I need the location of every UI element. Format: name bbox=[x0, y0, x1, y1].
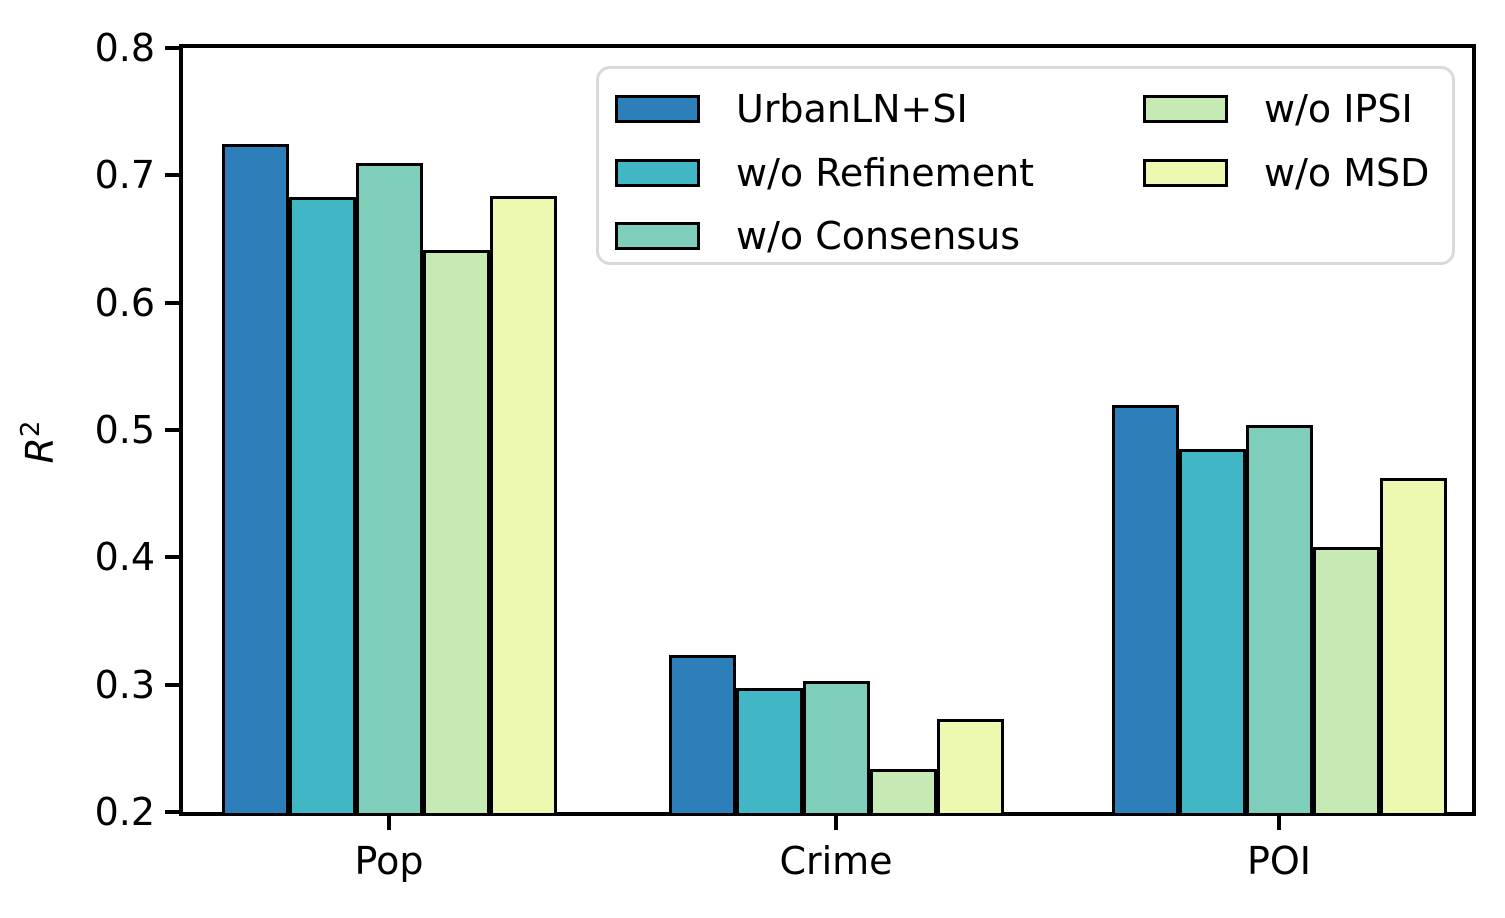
legend-label: w/o Refinement bbox=[736, 151, 1035, 195]
y-axis-ticks: 0.2 0.3 0.4 0.5 0.6 0.7 0.8 bbox=[95, 29, 1472, 831]
legend-label: w/o IPSI bbox=[1264, 87, 1413, 131]
x-axis-ticks: Pop Crime POI bbox=[183, 48, 1472, 880]
bar-crime-2 bbox=[735, 688, 803, 816]
legend-swatch bbox=[615, 95, 700, 123]
y-tick-label: 0.2 bbox=[94, 790, 155, 834]
y-tick-mark bbox=[165, 555, 179, 560]
legend-swatch bbox=[615, 222, 700, 250]
x-tick-label-crime: Crime bbox=[779, 839, 893, 883]
bars-layer bbox=[183, 48, 1472, 816]
y-axis-label-superscript: 2 bbox=[16, 420, 46, 438]
bar-crime-1 bbox=[668, 655, 736, 816]
legend-item-5: w/o MSD bbox=[1143, 153, 1429, 193]
bar-pop-3 bbox=[355, 162, 423, 816]
y-tick-mark bbox=[165, 173, 179, 178]
bar-pop-1 bbox=[221, 143, 289, 816]
y-tick-mark bbox=[165, 682, 179, 687]
legend-swatch bbox=[1143, 95, 1228, 123]
y-axis-label: R2 bbox=[16, 421, 62, 464]
legend-label: w/o Consensus bbox=[736, 214, 1021, 258]
x-tick-label-pop: Pop bbox=[354, 839, 424, 883]
legend-item-2: w/o Refinement bbox=[615, 153, 1034, 193]
bar-pop-2 bbox=[288, 196, 356, 816]
y-tick-label: 0.5 bbox=[94, 408, 155, 452]
x-tick-mark bbox=[1277, 816, 1281, 830]
bar-poi-2 bbox=[1178, 449, 1246, 816]
legend-item-1: UrbanLN+SI bbox=[615, 89, 968, 129]
legend-swatch bbox=[615, 159, 700, 187]
y-tick-label: 0.4 bbox=[94, 535, 155, 580]
legend-swatch bbox=[1143, 159, 1228, 187]
bar-pop-4 bbox=[422, 250, 490, 816]
y-tick-label: 0.3 bbox=[94, 662, 155, 707]
y-tick-label: 0.8 bbox=[94, 26, 155, 70]
y-tick-mark bbox=[165, 46, 179, 50]
y-tick-mark bbox=[165, 810, 179, 814]
x-tick-mark bbox=[387, 816, 391, 830]
legend: UrbanLN+SI w/o Refinement w/o Consensus w/o… bbox=[596, 66, 1455, 265]
legend-label: w/o MSD bbox=[1264, 151, 1430, 195]
legend-item-3: w/o Consensus bbox=[615, 216, 1020, 256]
legend-label: UrbanLN+SI bbox=[736, 87, 968, 131]
y-tick-label: 0.7 bbox=[94, 153, 155, 198]
x-tick-label-poi: POI bbox=[1246, 839, 1312, 883]
y-axis-label-base: R bbox=[18, 437, 62, 464]
legend-item-4: w/o IPSI bbox=[1143, 89, 1413, 129]
bar-poi-3 bbox=[1245, 424, 1313, 816]
bar-crime-3 bbox=[802, 680, 870, 816]
bar-poi-4 bbox=[1312, 547, 1380, 816]
x-tick-mark bbox=[834, 816, 838, 830]
y-tick-mark bbox=[165, 428, 179, 432]
bar-poi-5 bbox=[1379, 478, 1447, 816]
y-tick-mark bbox=[165, 300, 179, 305]
bar-crime-4 bbox=[869, 768, 937, 816]
y-tick-label: 0.6 bbox=[94, 280, 155, 325]
bar-pop-5 bbox=[489, 195, 557, 816]
bar-poi-1 bbox=[1111, 404, 1179, 816]
bar-crime-5 bbox=[936, 719, 1004, 816]
